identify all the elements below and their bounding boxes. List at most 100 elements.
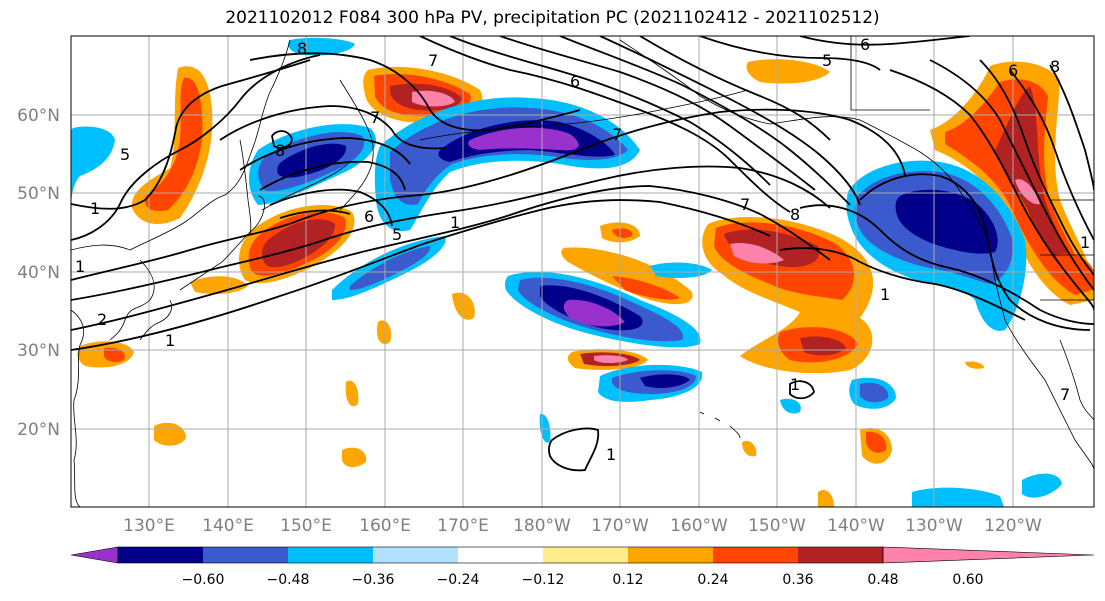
- colorbar-segment: [628, 547, 713, 563]
- lon-label: 180°W: [513, 516, 571, 536]
- map-panel: 8 7 6 5 1 8 7 6 5 8 7 1 6 7 1 1 8 6 5 1 …: [71, 35, 1094, 507]
- pv-contour: [419, 36, 791, 213]
- contour-label: 1: [606, 445, 616, 464]
- lon-label: 160°E: [359, 516, 411, 536]
- lon-label: 160°W: [670, 516, 728, 536]
- fill-positive: [342, 447, 367, 468]
- colorbar-extend-low: [70, 546, 119, 564]
- contour-label: 7: [1060, 385, 1070, 404]
- coast-asia-mainland: [71, 39, 291, 251]
- fill-negative: [350, 246, 431, 290]
- pv-contour: [799, 204, 1094, 325]
- pv-contour: [269, 188, 393, 227]
- pv-contour: [219, 105, 446, 150]
- colorbar: [70, 546, 1095, 564]
- fill-positive: [376, 320, 392, 344]
- colorbar-ticks: −0.60 −0.48 −0.36 −0.24 −0.12 0.12 0.24 …: [182, 572, 984, 588]
- fill-positive: [612, 276, 680, 300]
- contour-label: 1: [1080, 233, 1090, 252]
- lat-label: 20°N: [17, 420, 60, 440]
- contour-label: 5: [120, 145, 130, 164]
- pv-contour: [449, 36, 771, 186]
- colorbar-segment: [288, 547, 373, 563]
- pv-contour: [499, 36, 816, 191]
- fill-positive: [190, 276, 248, 294]
- coast-hawaii: [699, 411, 741, 439]
- contour-label: 7: [740, 195, 750, 214]
- fill-positive: [800, 336, 846, 356]
- fill-negative: [288, 37, 355, 56]
- pv-contour: [889, 69, 1094, 311]
- lon-label: 120°W: [984, 516, 1042, 536]
- contour-label: 1: [880, 285, 890, 304]
- colorbar-tick-label: 0.48: [867, 572, 898, 588]
- pv-contour: [279, 209, 351, 219]
- lon-label: 150°W: [748, 516, 806, 536]
- pv-contour: [859, 173, 1091, 331]
- pv-contours: [71, 36, 1094, 472]
- coast-sakhalin: [239, 139, 252, 236]
- fill-negative: [912, 487, 1004, 507]
- fill-positive: [866, 431, 887, 453]
- contour-label: 1: [790, 375, 800, 394]
- fill-negative: [640, 374, 690, 388]
- colorbar-segment: [458, 547, 543, 563]
- contour-label: 8: [1050, 57, 1060, 76]
- lon-label: 140°W: [827, 516, 885, 536]
- lat-label: 30°N: [17, 341, 60, 361]
- map-frame: [70, 35, 1095, 508]
- fill-negative: [860, 382, 889, 403]
- colorbar-tick-label: −0.60: [182, 572, 225, 588]
- colorbar-tick-label: 0.24: [697, 572, 728, 588]
- fill-negative: [780, 398, 801, 414]
- fill-negative: [1022, 473, 1062, 498]
- lat-label: 50°N: [17, 184, 60, 204]
- contour-label: 6: [860, 35, 870, 54]
- pv-contour: [271, 130, 293, 149]
- contour-label: 8: [297, 39, 307, 58]
- colorbar-tick-label: 0.60: [952, 572, 983, 588]
- coast-baja: [1059, 339, 1094, 421]
- pv-contour: [239, 137, 411, 171]
- pv-contour: [548, 427, 600, 472]
- coast-korea: [109, 259, 155, 341]
- contour-label: 7: [370, 108, 380, 127]
- lon-label: 130°E: [123, 516, 175, 536]
- fill-positive: [995, 86, 1080, 280]
- fill-positive: [104, 347, 125, 363]
- fill-negative: [895, 189, 998, 254]
- pv-contour: [71, 165, 831, 301]
- pv-contour: [779, 247, 1026, 321]
- contour-label: 5: [822, 51, 832, 70]
- pv-contour: [71, 108, 906, 281]
- pv-contour: [559, 36, 851, 206]
- colorbar-tick-label: −0.48: [267, 572, 310, 588]
- coast-china: [71, 309, 84, 507]
- fill-positive: [261, 219, 336, 268]
- colorbar-tick-label: −0.24: [437, 572, 480, 588]
- colorbar-frame: [117, 546, 884, 564]
- lon-label: 170°W: [591, 516, 649, 536]
- lon-label: 140°E: [202, 516, 254, 536]
- pv-contour: [71, 199, 771, 351]
- fill-positive: [818, 489, 834, 507]
- colorbar-segment: [203, 547, 288, 563]
- pv-contour: [71, 54, 321, 241]
- fill-negative: [563, 299, 625, 327]
- lon-label: 150°E: [280, 516, 332, 536]
- fill-negative: [277, 143, 347, 178]
- pv-contour: [789, 380, 815, 400]
- pv-contour: [71, 59, 311, 210]
- pv-contour: [639, 36, 831, 141]
- colorbar-segment: [118, 547, 203, 563]
- colorbar-extend-high: [882, 546, 1095, 564]
- pv-contour: [979, 59, 1094, 276]
- colorbar-tick-label: −0.36: [352, 572, 395, 588]
- pv-contour: [1009, 69, 1094, 241]
- contour-label: 7: [612, 125, 622, 144]
- colorbar-tick-label: 0.12: [612, 572, 643, 588]
- contour-labels: 8 7 6 5 1 8 7 6 5 8 7 1 6 7 1 1 8 6 5 1 …: [75, 35, 1090, 464]
- state-border: [850, 36, 1094, 301]
- fill-positive: [724, 229, 820, 268]
- coast-kamchatka: [339, 79, 374, 211]
